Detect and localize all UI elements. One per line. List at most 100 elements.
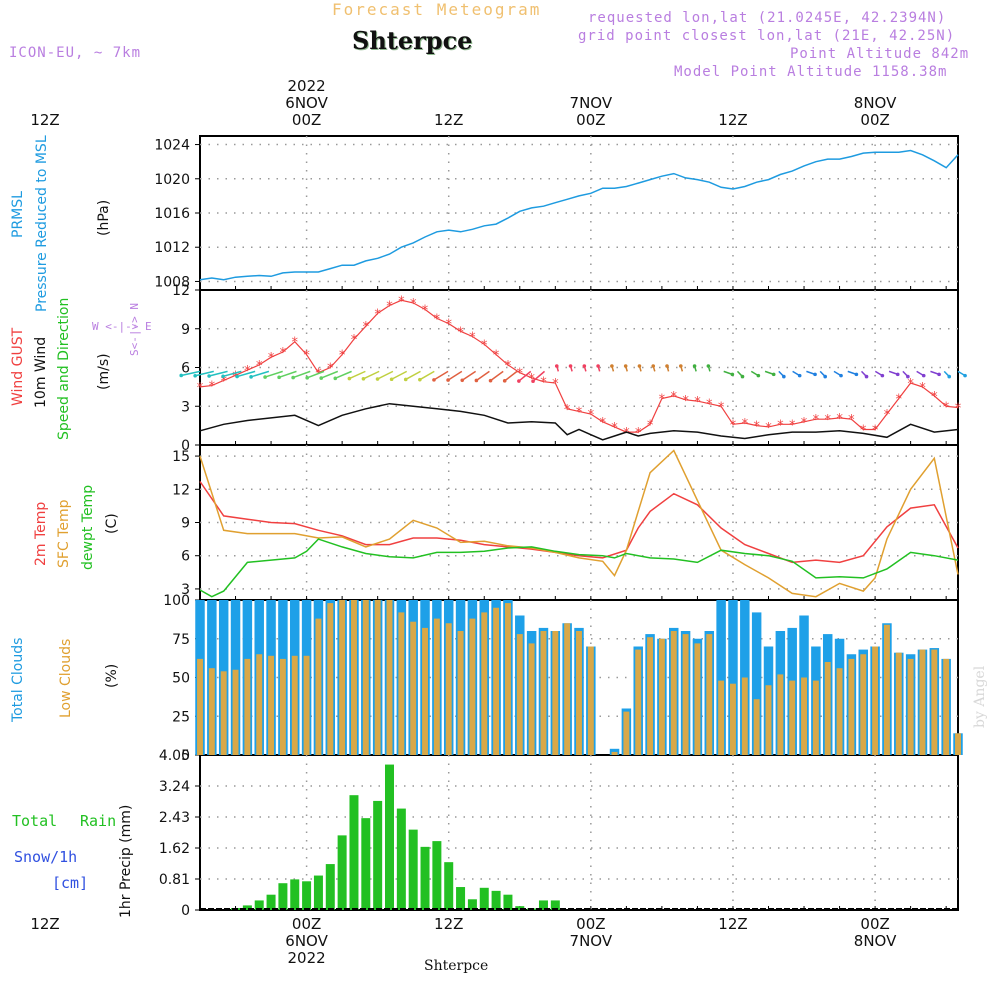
gust-marker: * — [931, 390, 938, 405]
low-cloud-bar — [670, 631, 677, 755]
low-cloud-bar — [339, 600, 346, 755]
wind-arrow — [461, 370, 477, 381]
wind-arrow-head — [895, 372, 900, 377]
low-cloud-bar — [730, 683, 736, 755]
wind-arrow — [475, 370, 490, 382]
wind-arrow-head — [474, 378, 479, 383]
wind-arrow — [447, 370, 463, 381]
gust-marker: * — [706, 398, 713, 413]
low-cloud-bar — [635, 649, 642, 755]
rain-bar — [373, 800, 383, 910]
low-cloud-bar — [836, 668, 843, 755]
low-cloud-bar — [362, 600, 369, 755]
wind-arrow — [334, 370, 352, 380]
y-tick-label: 6 — [181, 549, 190, 565]
top-axis-label: 12Z — [718, 111, 748, 129]
wind-arrow-head — [921, 373, 926, 378]
wind-arrow-head — [651, 364, 656, 368]
wind-arrow-head — [319, 376, 324, 380]
low-cloud-bar — [777, 674, 784, 755]
wind-arrow-head — [692, 364, 697, 368]
rain-bar — [515, 906, 525, 910]
gust-marker: * — [718, 400, 725, 415]
y-tick-label: 9 — [181, 516, 190, 532]
low-cloud-bar — [504, 603, 511, 755]
gust-marker: * — [872, 424, 879, 439]
low-cloud-bar — [919, 649, 926, 755]
t2m-line — [199, 481, 959, 564]
low-cloud-bar — [682, 634, 689, 755]
rain-bar — [290, 879, 300, 910]
rain-bar — [278, 883, 288, 910]
rain-bar — [349, 795, 359, 910]
gust-marker: * — [588, 408, 595, 423]
gust-marker: * — [339, 349, 346, 364]
gust-marker: * — [777, 418, 784, 433]
low-cloud-bar — [883, 624, 890, 755]
gust-marker: * — [469, 331, 476, 346]
y-tick-label: 1016 — [154, 206, 190, 222]
gust-marker: * — [374, 307, 381, 322]
wind-arrow-head — [446, 378, 450, 382]
wind-arrow — [222, 370, 242, 378]
low-cloud-bar — [741, 677, 748, 755]
rain-bar — [266, 894, 276, 910]
gust-marker: * — [303, 349, 310, 364]
wind-arrow-head — [854, 372, 859, 377]
gust-marker: * — [753, 420, 760, 435]
wind-arrow-head — [460, 378, 465, 383]
low-cloud-bar — [256, 654, 263, 755]
low-cloud-bar — [516, 634, 523, 755]
gust-marker: * — [919, 381, 926, 396]
wind-arrow-head — [679, 364, 683, 368]
gust-marker: * — [422, 303, 429, 318]
total-rain-label-b: Rain — [80, 812, 117, 830]
wind-arrow-head — [797, 373, 802, 378]
rain-bar — [444, 862, 454, 910]
low-cloud-bar — [860, 654, 867, 755]
gust-marker: * — [268, 351, 275, 366]
wind-arrow — [377, 370, 394, 380]
low-cloud-bar — [493, 607, 500, 755]
low-cloud-bar — [197, 658, 203, 755]
wind-arrow-head — [333, 376, 338, 381]
y-tick-label: 75 — [172, 632, 190, 648]
low-cloud-bar — [268, 655, 275, 755]
gust-marker: * — [860, 424, 867, 439]
wind-arrow-head — [864, 374, 869, 379]
wind-arrow-head — [263, 375, 267, 379]
top-axis-label: 12Z — [434, 111, 464, 129]
gust-marker: * — [682, 394, 689, 409]
low-cloud-bar — [955, 733, 961, 755]
gust-marker: * — [528, 372, 535, 387]
low-cloud-bar — [789, 680, 796, 755]
wind-arrow-head — [375, 377, 380, 381]
model-point-altitude: Model Point Altitude 1158.38m — [674, 64, 948, 80]
y-tick-label: 1008 — [154, 274, 190, 290]
total-cloud-bar — [728, 600, 738, 755]
y-tick-label: 9 — [181, 322, 190, 338]
rain-bar — [479, 887, 489, 910]
snow-unit: [cm] — [52, 874, 89, 892]
y-tick-label: 3.24 — [159, 779, 190, 795]
bottom-axis-label: 12Z — [434, 915, 464, 933]
gust-marker: * — [611, 421, 618, 436]
wind-arrow — [236, 370, 256, 378]
rain-bar — [408, 829, 418, 910]
gust-marker: * — [742, 417, 749, 432]
gust-marker: * — [599, 416, 606, 431]
wind-arrow-head — [782, 374, 786, 379]
wind-arrow — [490, 370, 504, 382]
y-tick-label: 1012 — [154, 240, 190, 256]
gust-marker: * — [434, 312, 441, 327]
wind-arrow-head — [502, 379, 507, 383]
low-cloud-bar — [469, 618, 476, 755]
rain-bar — [432, 841, 442, 910]
y-tick-label: 100 — [163, 593, 190, 609]
requested-coords: requested lon,lat (21.0245E, 42.2394N) — [588, 10, 947, 26]
bottom-axis-label: 00Z — [860, 915, 890, 933]
wind-arrow — [264, 370, 283, 378]
gust-marker: * — [410, 297, 417, 312]
wind-arrow-head — [839, 373, 843, 378]
low-cloud-bar — [718, 680, 725, 755]
